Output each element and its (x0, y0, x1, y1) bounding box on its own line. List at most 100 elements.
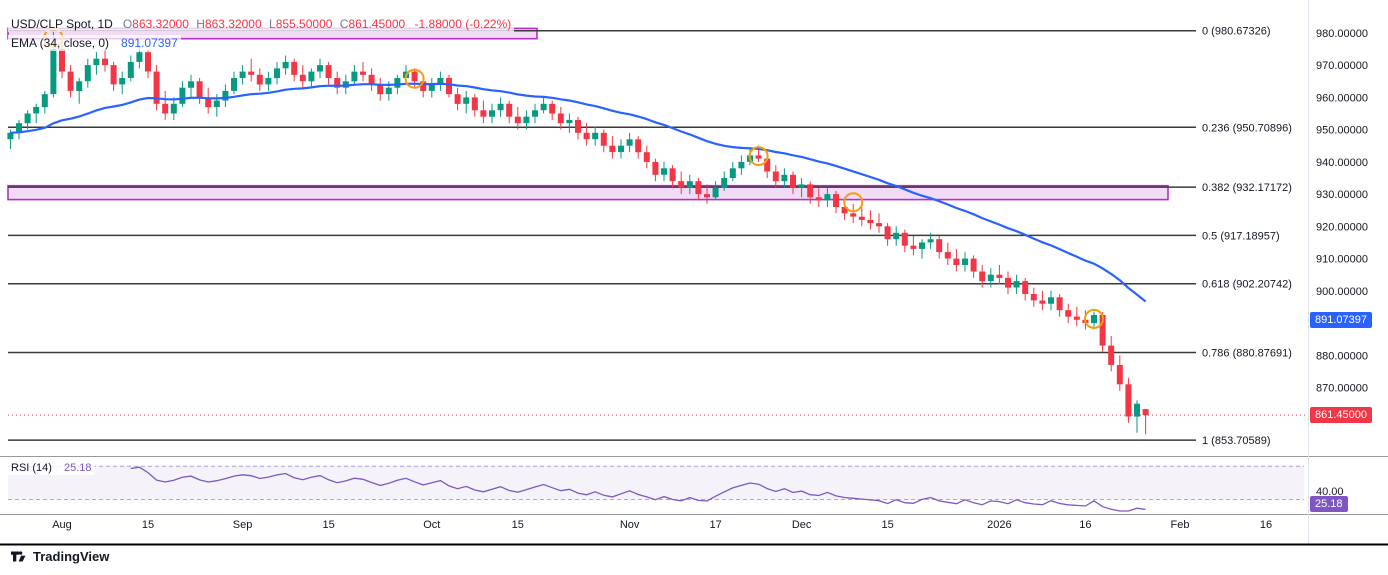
candle-body (334, 78, 341, 88)
time-axis-tick: 17 (709, 519, 721, 531)
candle-body (489, 110, 495, 117)
ema-legend[interactable]: EMA (34, close, 0) 891.07397 (8, 35, 181, 51)
price-axis-tick: 880.00000 (1316, 350, 1368, 362)
candle-body (394, 78, 401, 88)
candle-body (798, 184, 805, 188)
candle-body (93, 58, 100, 66)
time-axis-tick: Aug (52, 519, 72, 531)
candle-body (652, 161, 659, 175)
candle-body (772, 171, 779, 182)
candle-body (936, 239, 943, 253)
close-label: C (339, 17, 349, 31)
candle-body (815, 197, 822, 201)
candle-body (368, 74, 375, 85)
candle-body (437, 78, 444, 85)
rsi-legend[interactable]: RSI (14) 25.18 (8, 461, 95, 475)
time-axis-tick: Nov (620, 519, 640, 531)
fib-level-label: 0.786 (880.87691) (1202, 347, 1292, 359)
candle-body (188, 81, 194, 88)
fib-level-label: 0.618 (902.20742) (1202, 279, 1292, 291)
candle-body (661, 168, 667, 175)
time-axis-tick: 15 (512, 519, 524, 531)
candle-body (463, 97, 470, 104)
candle-body (471, 97, 478, 111)
time-axis-tick: 15 (881, 519, 893, 531)
candle-body (841, 207, 848, 214)
price-axis-tick: 920.00000 (1316, 221, 1368, 233)
candle-body (979, 271, 986, 282)
candle-body (325, 65, 332, 78)
candle-body (600, 132, 607, 146)
time-axis-tick: Sep (233, 519, 253, 531)
tradingview-logo-icon (11, 551, 26, 562)
candle-body (1005, 277, 1011, 288)
rsi-value-badge: 25.18 (1310, 496, 1348, 512)
candle-body (807, 184, 814, 198)
candle-body (1022, 281, 1029, 294)
price-axis-tick: 950.00000 (1316, 125, 1368, 137)
candle-body (1048, 297, 1054, 304)
candle-body (282, 61, 289, 69)
candle-body (127, 61, 134, 78)
candle-body (50, 49, 57, 95)
ema-line (10, 82, 1147, 303)
candle-body (145, 52, 151, 72)
ohlc-readout: O863.32000 H863.32000 L855.50000 C861.45… (119, 17, 511, 31)
change-value: -1.88000 (-0.22%) (414, 17, 512, 31)
candle-body (678, 181, 685, 188)
rsi-label: RSI (14) (11, 462, 52, 474)
candle-body (265, 78, 272, 85)
open-value: 863.32000 (132, 17, 189, 31)
rsi-value: 25.18 (63, 462, 92, 474)
candle-body (119, 78, 126, 85)
candle-body (110, 65, 117, 85)
candle-body (824, 194, 831, 201)
price-axis-tick: 870.00000 (1316, 383, 1368, 395)
candle-body (669, 168, 676, 182)
candle-body (454, 94, 461, 104)
candle-body (446, 78, 452, 95)
fib-level-label: 0.5 (917.18957) (1202, 230, 1280, 242)
price-axis-tick: 930.00000 (1316, 189, 1368, 201)
rsi-axis-tick: 40.00 (1316, 486, 1344, 498)
candle-body (523, 116, 530, 124)
fib-level-label: 1 (853.70589) (1202, 435, 1271, 447)
candle-body (755, 155, 762, 159)
candle-body (274, 68, 280, 79)
candle-body (136, 52, 143, 62)
price-zone (7, 184, 1169, 201)
symbol-legend[interactable]: USD/CLP Spot, 1D O863.32000 H863.32000 L… (8, 16, 515, 32)
candle-body (729, 168, 736, 178)
candle-body (962, 258, 968, 265)
fib-level-label: 0.382 (932.17172) (1202, 182, 1292, 194)
ema-value: 891.07397 (121, 36, 178, 50)
candle-body (153, 71, 160, 104)
candle-body (609, 145, 616, 153)
candle-body (790, 174, 796, 188)
price-axis-tick: 940.00000 (1316, 157, 1368, 169)
candle-body (987, 274, 994, 282)
candle-body (1116, 365, 1123, 385)
candle-body (919, 242, 925, 249)
candle-body (308, 71, 315, 82)
candle-body (256, 74, 263, 85)
candle-body (213, 100, 220, 107)
candle-body (1125, 384, 1132, 417)
ema-label: EMA (34, close, 0) (11, 36, 110, 50)
low-value: 855.50000 (275, 17, 333, 31)
candle-body (41, 94, 48, 108)
candle-body (557, 113, 564, 124)
candle-body (901, 232, 908, 246)
candle-body (360, 71, 366, 75)
rsi-band-fill (8, 466, 1304, 500)
candle-body (162, 103, 169, 114)
time-axis-tick: 16 (1260, 519, 1272, 531)
price-axis-tick: 970.00000 (1316, 60, 1368, 72)
candle-body (506, 103, 513, 117)
candle-body (24, 113, 31, 124)
candle-body (910, 245, 917, 249)
fib-level-label: 0 (980.67326) (1202, 26, 1271, 38)
tradingview-brand[interactable]: TradingView (10, 548, 109, 565)
candle-body (583, 132, 590, 140)
